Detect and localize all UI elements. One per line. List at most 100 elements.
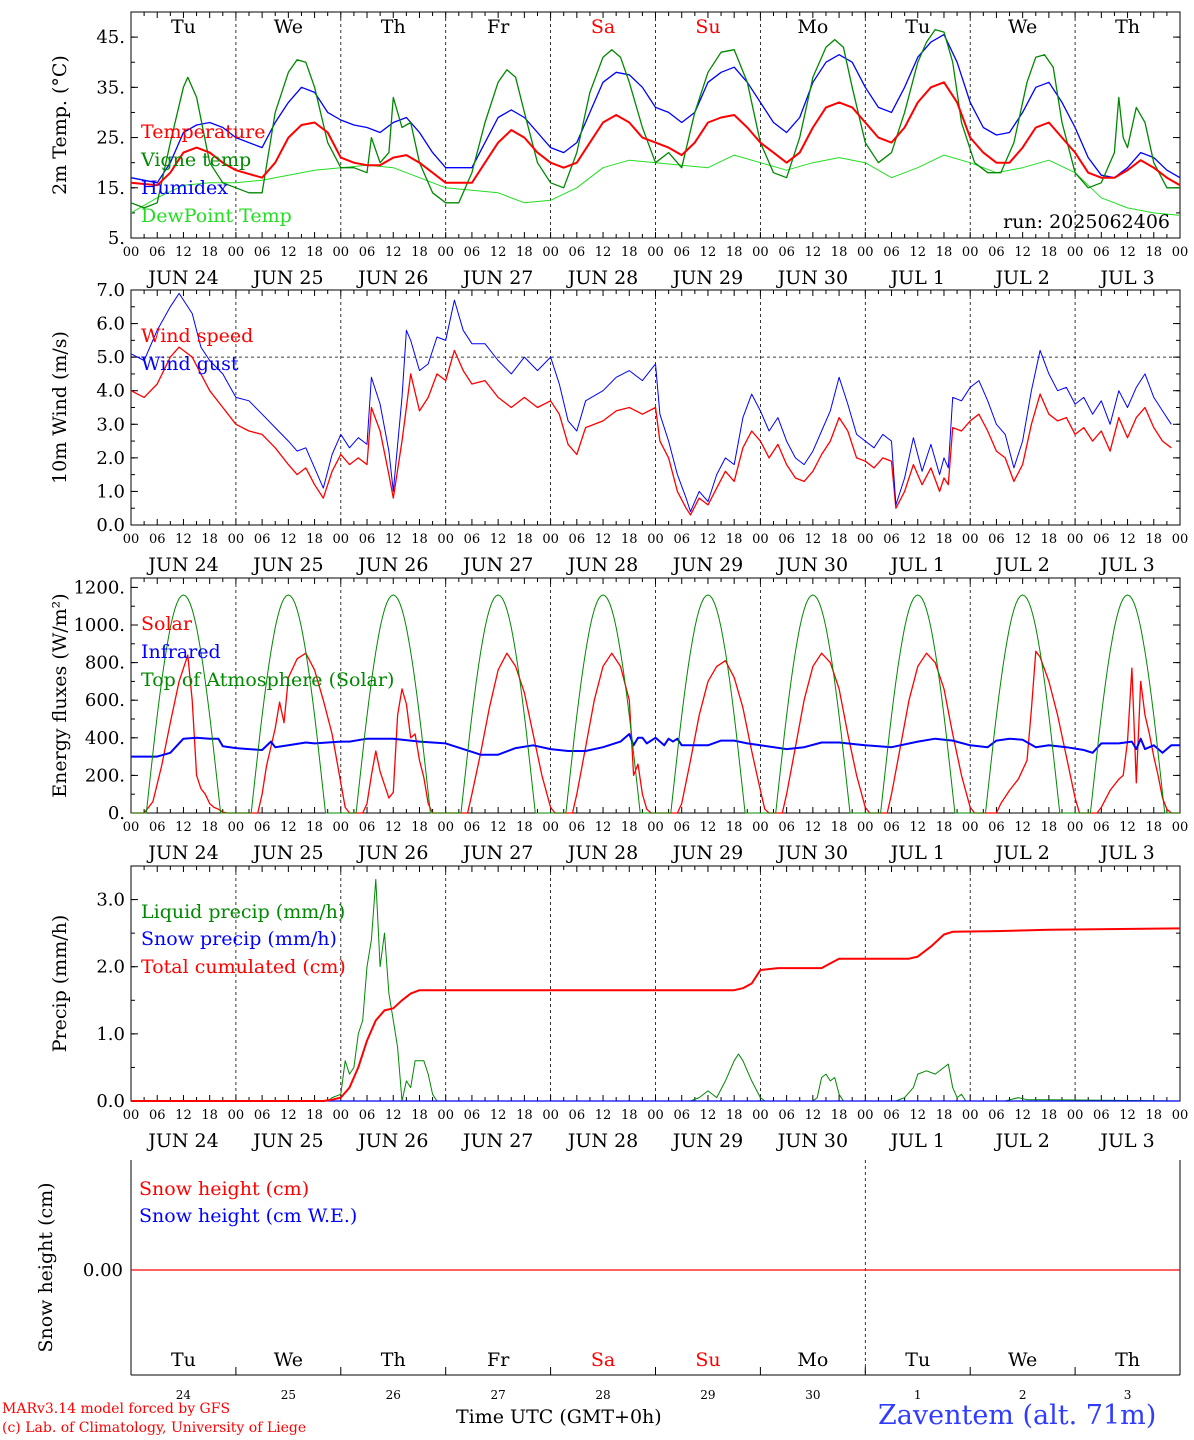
y-tick-label: 3.0 <box>96 414 125 435</box>
y-tick-label: 45. <box>96 27 125 48</box>
y-tick-label: 25. <box>96 128 125 149</box>
day-number-label: 3 <box>1124 1388 1132 1402</box>
hour-tick-label: 06 <box>1093 245 1110 260</box>
y-axis-label: Energy fluxes (W/m²) <box>49 593 71 797</box>
date-label: JUL 3 <box>1098 267 1154 289</box>
hour-tick-label: 18 <box>201 1108 218 1123</box>
hour-tick-label: 00 <box>1172 245 1189 260</box>
date-label: JUN 30 <box>776 842 848 864</box>
hour-tick-label: 06 <box>254 532 271 547</box>
hour-tick-label: 00 <box>228 532 245 547</box>
hour-tick-label: 18 <box>516 1108 533 1123</box>
date-label: JUN 28 <box>566 554 638 576</box>
hour-tick-label: 06 <box>988 820 1005 835</box>
hour-tick-label: 00 <box>123 1108 140 1123</box>
hour-tick-label: 00 <box>962 532 979 547</box>
date-label: JUN 24 <box>146 267 218 289</box>
y-tick-label: 7.0 <box>96 280 125 301</box>
hour-tick-label: 00 <box>123 532 140 547</box>
hour-tick-label: 00 <box>857 1108 874 1123</box>
hour-tick-label: 12 <box>805 820 822 835</box>
hour-tick-label: 12 <box>595 245 612 260</box>
hour-tick-label: 18 <box>201 532 218 547</box>
hour-tick-label: 12 <box>805 245 822 260</box>
hour-tick-label: 06 <box>569 532 586 547</box>
hour-tick-label: 18 <box>936 1108 953 1123</box>
hour-tick-label: 12 <box>700 245 717 260</box>
hour-tick-label: 06 <box>254 1108 271 1123</box>
hour-tick-label: 06 <box>988 1108 1005 1123</box>
day-of-week-label: We <box>274 1349 303 1371</box>
hour-tick-label: 18 <box>306 1108 323 1123</box>
hour-tick-label: 06 <box>569 820 586 835</box>
date-label: JUN 30 <box>776 554 848 576</box>
hour-tick-label: 06 <box>778 1108 795 1123</box>
hour-tick-label: 12 <box>595 820 612 835</box>
hour-tick-label: 00 <box>752 1108 769 1123</box>
hour-tick-label: 12 <box>175 245 192 260</box>
hour-tick-label: 00 <box>437 532 454 547</box>
hour-tick-label: 00 <box>542 820 559 835</box>
day-number-label: 1 <box>914 1388 922 1402</box>
date-label: JUN 27 <box>461 554 533 576</box>
hour-tick-label: 00 <box>647 245 664 260</box>
hour-tick-label: 06 <box>673 1108 690 1123</box>
y-tick-label: 0. <box>108 803 125 824</box>
hour-tick-label: 12 <box>909 532 926 547</box>
hour-tick-label: 06 <box>359 820 376 835</box>
hour-tick-label: 00 <box>542 1108 559 1123</box>
hour-tick-label: 00 <box>333 820 350 835</box>
y-tick-label: 0.00 <box>83 1260 123 1281</box>
legend-entry: Infrared <box>141 641 221 663</box>
hour-tick-label: 00 <box>542 532 559 547</box>
hour-tick-label: 18 <box>831 245 848 260</box>
hour-tick-label: 06 <box>569 245 586 260</box>
date-label: JUN 28 <box>566 1130 638 1152</box>
date-label: JUL 1 <box>889 842 945 864</box>
hour-tick-label: 06 <box>149 532 166 547</box>
hour-tick-label: 18 <box>831 532 848 547</box>
hour-tick-label: 12 <box>1119 245 1136 260</box>
hour-tick-label: 18 <box>936 820 953 835</box>
hour-tick-label: 06 <box>883 820 900 835</box>
date-label: JUN 26 <box>356 554 428 576</box>
hour-tick-label: 06 <box>1093 820 1110 835</box>
y-tick-label: 200. <box>85 765 125 786</box>
day-of-week-label: Th <box>381 1349 406 1371</box>
series-infrared <box>131 733 1180 758</box>
series-solar <box>131 650 1180 814</box>
series-total-cumulated-cm- <box>131 927 1181 1102</box>
day-of-week-label: We <box>1008 1349 1037 1371</box>
day-of-week-label: Tu <box>171 16 196 38</box>
hour-tick-label: 12 <box>385 245 402 260</box>
hour-tick-label: 18 <box>831 1108 848 1123</box>
y-tick-label: 35. <box>96 77 125 98</box>
hour-tick-label: 06 <box>883 245 900 260</box>
hour-tick-label: 06 <box>778 245 795 260</box>
hour-tick-label: 18 <box>621 820 638 835</box>
hour-tick-label: 18 <box>1041 820 1058 835</box>
hour-tick-label: 12 <box>805 532 822 547</box>
hour-tick-label: 12 <box>700 532 717 547</box>
hour-tick-label: 18 <box>516 532 533 547</box>
hour-tick-label: 12 <box>175 1108 192 1123</box>
series-wind-gust <box>130 292 1172 513</box>
hour-tick-label: 06 <box>673 532 690 547</box>
hour-tick-label: 00 <box>1172 532 1189 547</box>
hour-tick-label: 00 <box>752 532 769 547</box>
hour-tick-label: 12 <box>1014 532 1031 547</box>
hour-tick-label: 00 <box>857 245 874 260</box>
hour-tick-label: 18 <box>411 820 428 835</box>
hour-tick-label: 12 <box>700 820 717 835</box>
day-of-week-label: We <box>1008 16 1037 38</box>
hour-tick-label: 00 <box>228 1108 245 1123</box>
hour-tick-label: 06 <box>778 532 795 547</box>
hour-tick-label: 12 <box>280 245 297 260</box>
hour-tick-label: 06 <box>988 245 1005 260</box>
legend-entry: Snow height (cm W.E.) <box>139 1205 357 1227</box>
hour-tick-label: 00 <box>962 1108 979 1123</box>
date-label: JUL 1 <box>889 554 945 576</box>
hour-tick-label: 18 <box>411 245 428 260</box>
hour-tick-label: 00 <box>857 820 874 835</box>
hour-tick-label: 00 <box>333 532 350 547</box>
